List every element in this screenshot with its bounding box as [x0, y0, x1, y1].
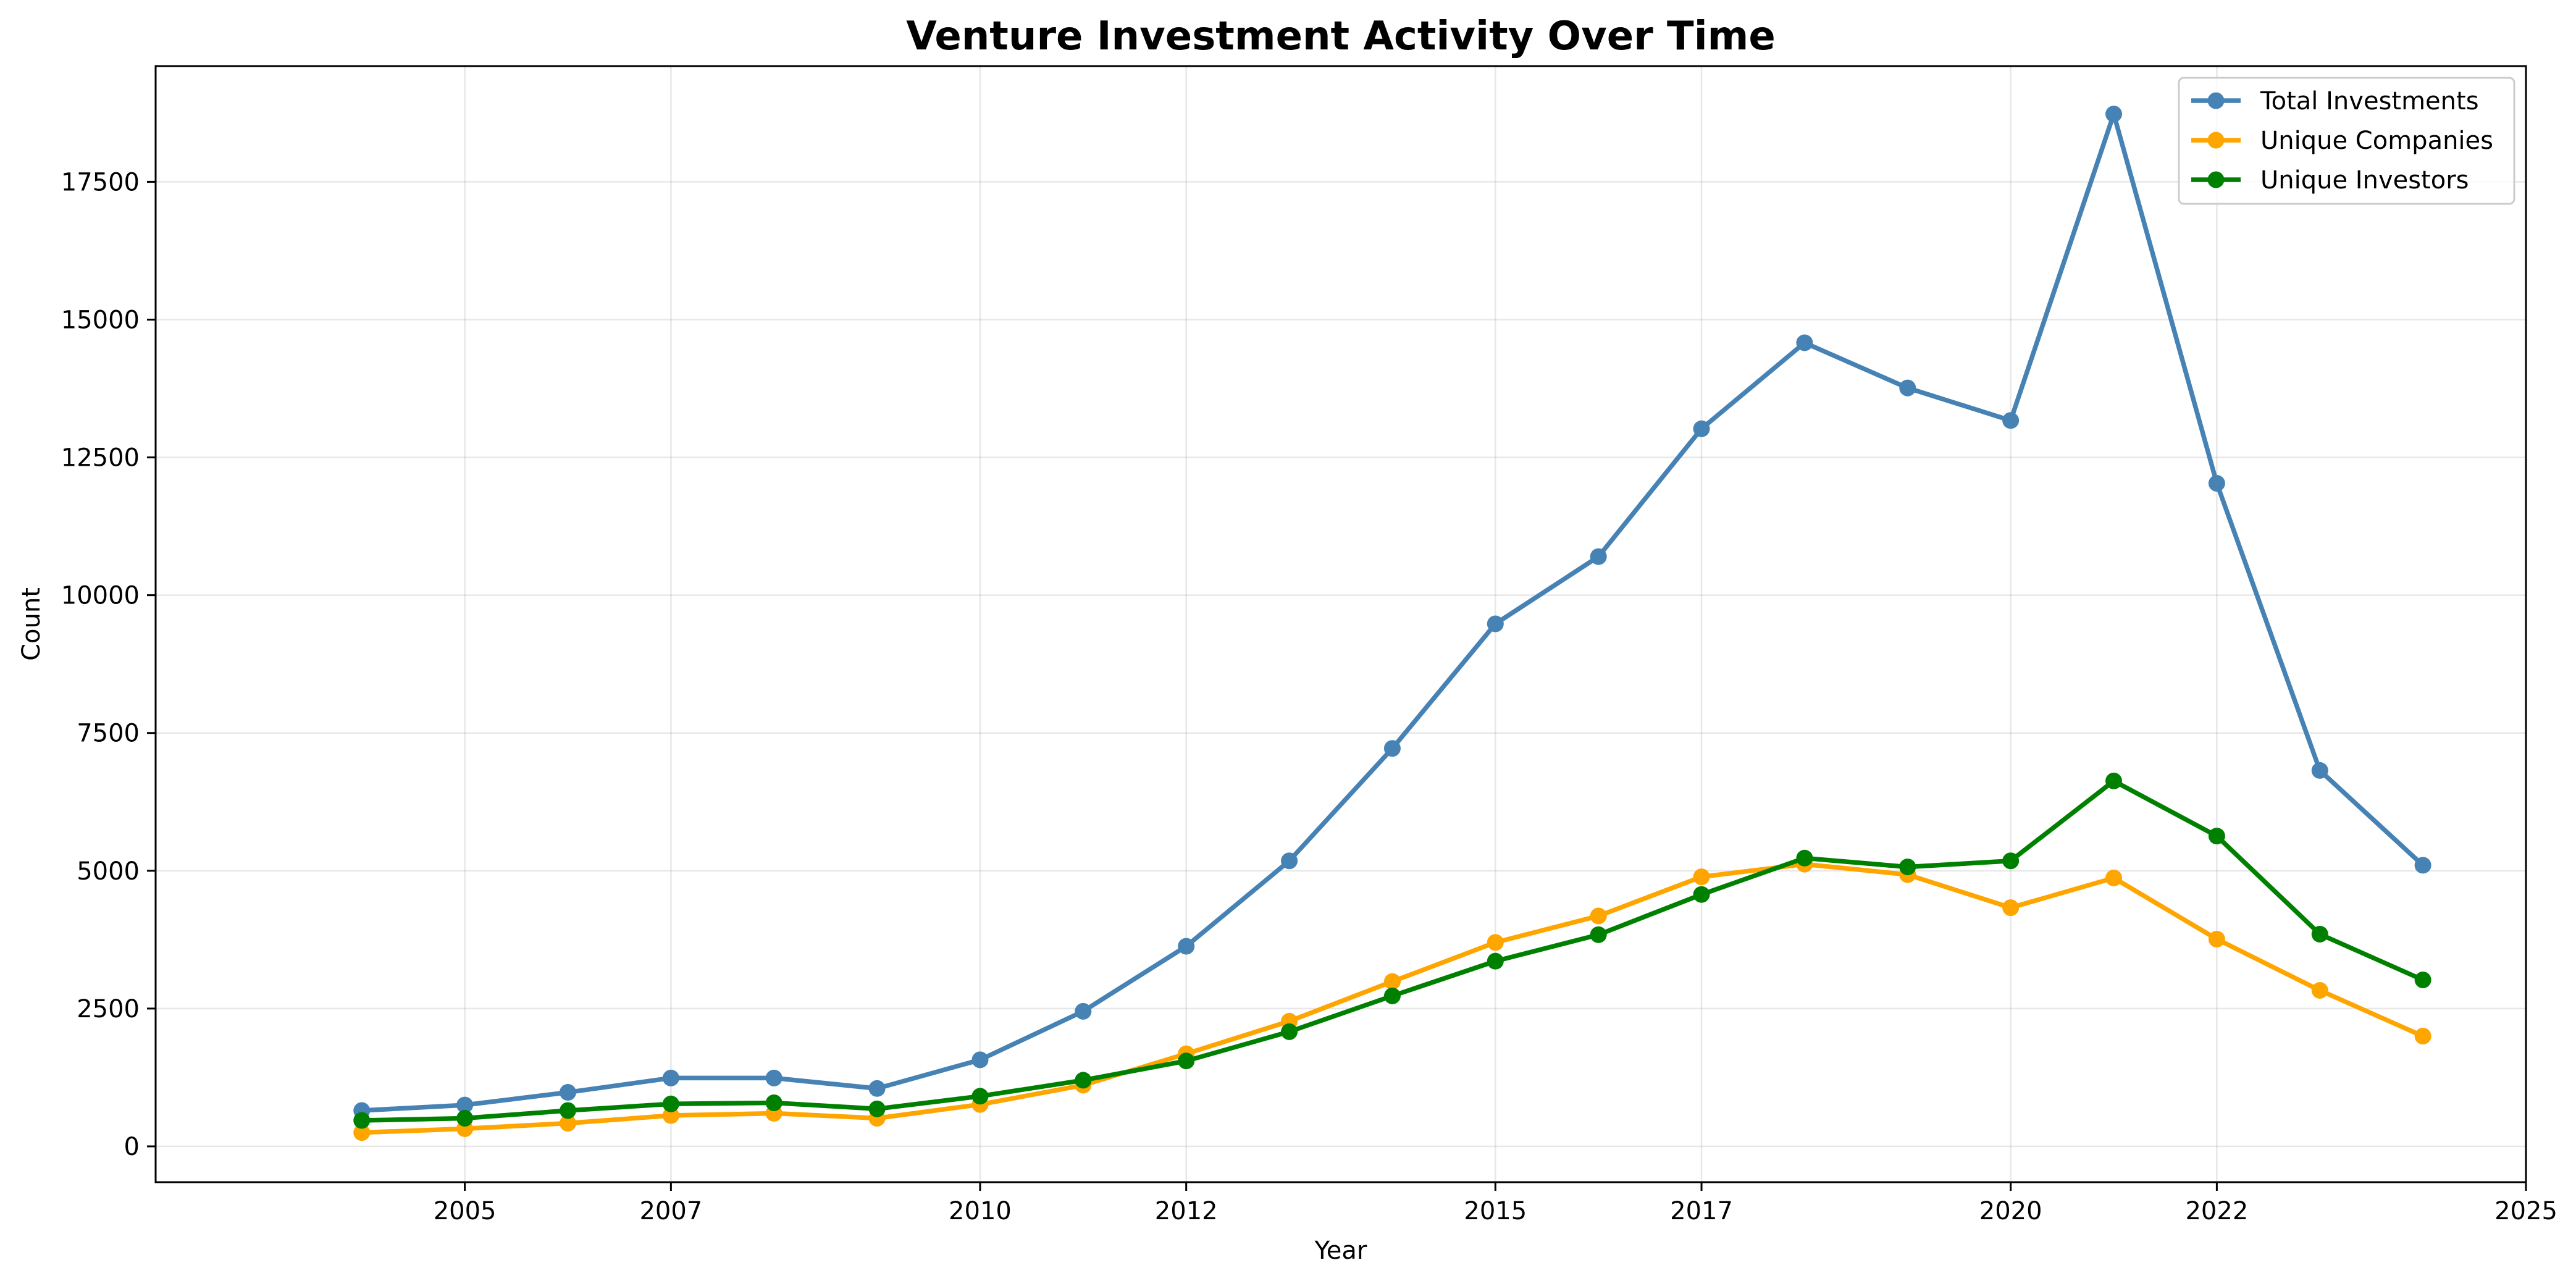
y-tick-label: 7500 [77, 720, 140, 748]
x-tick-label: 2020 [1979, 1197, 2042, 1225]
x-tick-label: 2012 [1155, 1197, 1218, 1225]
data-point [456, 1109, 474, 1127]
data-point [2002, 899, 2020, 917]
x-tick-label: 2025 [2494, 1197, 2557, 1225]
data-point [662, 1107, 679, 1124]
legend: Total Investments Unique Companies Unique … [2178, 77, 2515, 205]
x-tick-label: 2010 [949, 1197, 1012, 1225]
series-unique-investors [353, 772, 2431, 1129]
data-point [2311, 762, 2328, 779]
data-point [1487, 952, 1504, 970]
legend-swatch-marker [2207, 92, 2225, 109]
chart-title: Venture Investment Activity Over Time [906, 14, 1775, 59]
data-point [1075, 1002, 1092, 1020]
x-tick-label: 2017 [1670, 1197, 1733, 1225]
data-point [2414, 1028, 2431, 1045]
data-point [2105, 772, 2123, 789]
axis-ticks: 2005 2007 2010 2012 2015 2017 2020 2022 2025 0 250… [61, 168, 2557, 1225]
data-point [2105, 869, 2123, 886]
data-point [1693, 886, 1710, 903]
legend-label: Unique Investors [2260, 166, 2469, 195]
data-point [971, 1051, 989, 1069]
legend-swatch-marker [2207, 171, 2225, 188]
y-tick-label: 15000 [61, 306, 140, 334]
data-point [1383, 987, 1401, 1004]
y-tick-label: 5000 [77, 857, 140, 886]
data-point [1281, 1023, 1298, 1040]
data-point [1281, 852, 1298, 870]
data-point [2414, 857, 2431, 874]
data-point [1693, 868, 1710, 886]
series-layer [353, 106, 2431, 1141]
data-point [353, 1112, 371, 1129]
x-axis-label: Year [1314, 1237, 1367, 1265]
data-point [765, 1069, 782, 1086]
y-tick-label: 12500 [61, 444, 140, 472]
legend-swatch-marker [2207, 132, 2225, 149]
data-point [2105, 106, 2123, 123]
data-point [2002, 412, 2020, 429]
data-point [1075, 1072, 1092, 1089]
data-point [1487, 934, 1504, 951]
series-total-investments [353, 106, 2431, 1119]
data-point [559, 1115, 576, 1132]
data-point [662, 1069, 679, 1086]
x-tick-label: 2005 [434, 1197, 497, 1225]
data-point [2311, 925, 2328, 943]
data-point [1590, 548, 1607, 565]
data-point [2208, 475, 2225, 492]
data-point [1796, 849, 1813, 867]
data-point [559, 1084, 576, 1101]
data-point [2208, 828, 2225, 845]
data-point [1899, 859, 1916, 876]
data-point [2002, 852, 2020, 870]
y-tick-label: 10000 [61, 582, 140, 610]
data-point [1590, 907, 1607, 925]
data-point [1383, 973, 1401, 990]
legend-item: Total Investments [2191, 87, 2479, 116]
data-point [2208, 930, 2225, 947]
data-point [1590, 926, 1607, 943]
series-unique-companies [353, 855, 2431, 1141]
data-point [765, 1094, 782, 1112]
data-point [1178, 938, 1195, 955]
data-point [2414, 972, 2431, 989]
y-tick-label: 17500 [61, 168, 140, 196]
x-tick-label: 2015 [1464, 1197, 1527, 1225]
x-tick-label: 2007 [639, 1197, 702, 1225]
data-point [868, 1080, 886, 1097]
data-point [868, 1100, 886, 1117]
legend-label: Total Investments [2260, 87, 2479, 116]
data-point [456, 1096, 474, 1114]
x-tick-label: 2022 [2185, 1197, 2248, 1225]
data-point [1178, 1052, 1195, 1070]
y-axis-label: Count [17, 587, 46, 661]
data-point [662, 1095, 679, 1112]
data-point [559, 1102, 576, 1119]
legend-item: Unique Companies [2191, 127, 2493, 155]
data-point [1487, 615, 1504, 632]
plot-frame [154, 65, 2527, 1183]
legend-item: Unique Investors [2191, 166, 2469, 195]
data-point [1899, 379, 1916, 397]
data-point [2311, 981, 2328, 999]
data-point [1383, 740, 1401, 757]
data-point [1796, 334, 1813, 351]
data-point [971, 1088, 989, 1105]
legend-label: Unique Companies [2260, 127, 2493, 155]
data-point [1693, 420, 1710, 437]
data-point [353, 1124, 371, 1141]
legend-box [2178, 77, 2515, 205]
y-tick-label: 0 [124, 1133, 140, 1161]
y-tick-label: 2500 [77, 995, 140, 1023]
